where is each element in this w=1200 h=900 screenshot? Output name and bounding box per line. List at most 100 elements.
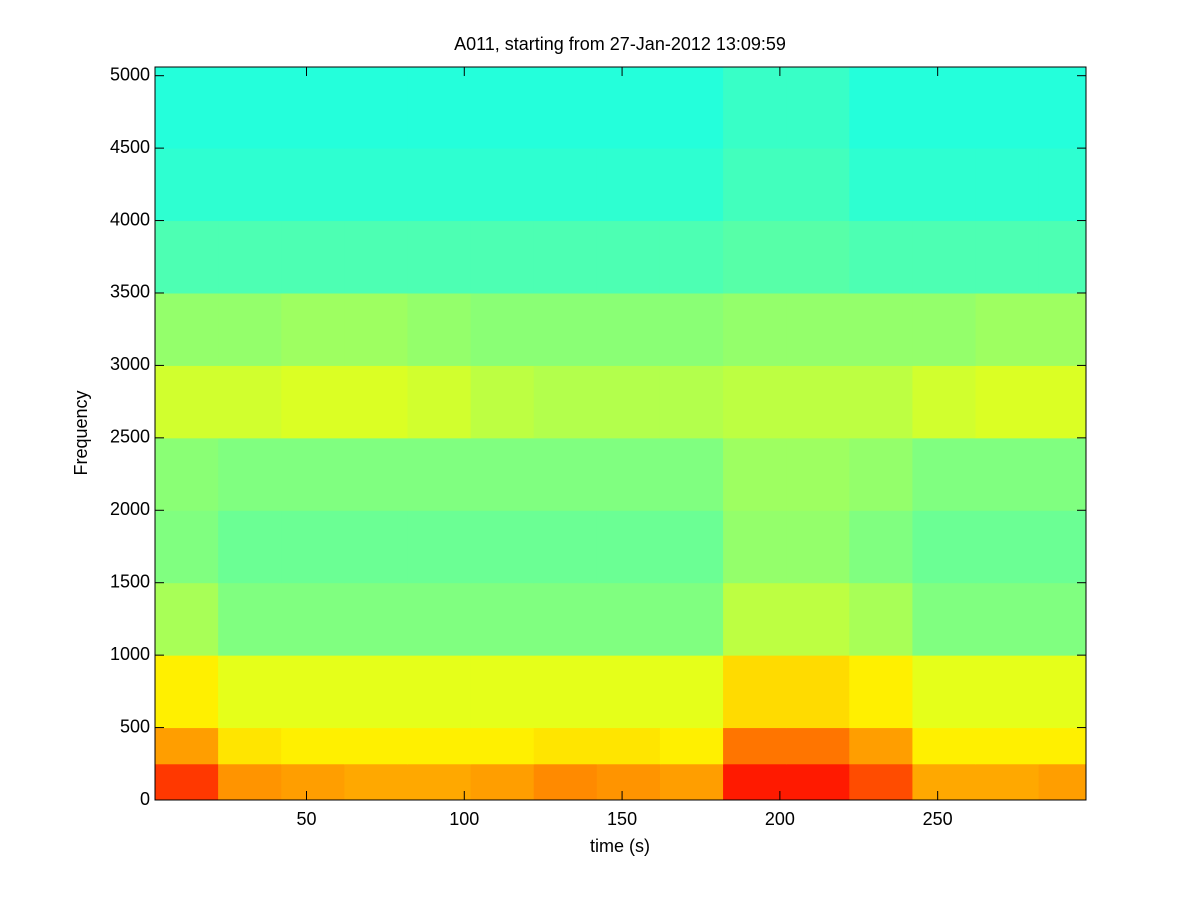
heatmap-cell xyxy=(975,582,1040,656)
heatmap-cell xyxy=(281,148,345,222)
heatmap-cell xyxy=(849,763,913,801)
heatmap-cell xyxy=(470,763,535,801)
y-tick-label: 5000 xyxy=(110,64,150,84)
heatmap-cell xyxy=(533,763,598,801)
heatmap-cell xyxy=(659,727,724,765)
heatmap-cell xyxy=(596,727,661,765)
heatmap-cell xyxy=(218,67,282,149)
heatmap-cell xyxy=(912,148,977,222)
heatmap-cell xyxy=(912,727,977,765)
heatmap-cell xyxy=(1038,67,1087,149)
heatmap-cell xyxy=(407,582,472,656)
heatmap-cell xyxy=(723,727,787,765)
heatmap-cell xyxy=(659,148,724,222)
heatmap-cell xyxy=(723,292,787,366)
heatmap-cell xyxy=(218,437,282,511)
heatmap-cell xyxy=(218,763,282,801)
heatmap-cell xyxy=(659,292,724,366)
heatmap-cell xyxy=(912,655,977,729)
heatmap-cell xyxy=(470,727,535,765)
heatmap-cell xyxy=(975,510,1040,584)
heatmap-cell xyxy=(218,148,282,222)
heatmap-cell xyxy=(533,148,598,222)
heatmap-cell xyxy=(659,365,724,439)
heatmap-cell xyxy=(912,67,977,149)
heatmap-cell xyxy=(596,582,661,656)
heatmap-cell xyxy=(407,220,472,294)
heatmap-cell xyxy=(344,437,408,511)
heatmap-cell xyxy=(155,727,219,765)
heatmap-cell xyxy=(723,67,787,149)
heatmap-cell xyxy=(723,582,787,656)
heatmap-cell xyxy=(849,655,913,729)
heatmap-cell xyxy=(849,582,913,656)
heatmap-cell xyxy=(786,220,850,294)
heatmap-cell xyxy=(849,365,913,439)
heatmap-cell xyxy=(281,655,345,729)
heatmap-cell xyxy=(786,148,850,222)
heatmap-cell xyxy=(533,582,598,656)
heatmap-cell xyxy=(218,510,282,584)
heatmap-cell xyxy=(470,67,535,149)
heatmap-cell xyxy=(533,655,598,729)
heatmap-cell xyxy=(659,582,724,656)
heatmap-cell xyxy=(155,763,219,801)
x-tick-label: 250 xyxy=(923,809,953,829)
heatmap-cell xyxy=(281,67,345,149)
heatmap-cell xyxy=(155,220,219,294)
heatmap-cell xyxy=(596,292,661,366)
heatmap-cell xyxy=(470,655,535,729)
heatmap-cell xyxy=(596,220,661,294)
heatmap-cell xyxy=(344,582,408,656)
heatmap-cell xyxy=(407,727,472,765)
heatmap-cell xyxy=(281,220,345,294)
heatmap-cell xyxy=(912,510,977,584)
heatmap-cell xyxy=(407,655,472,729)
heatmap-cell xyxy=(218,220,282,294)
heatmap-cell xyxy=(155,67,219,149)
heatmap-cell xyxy=(659,510,724,584)
heatmap-cell xyxy=(1038,510,1087,584)
heatmap-cell xyxy=(786,365,850,439)
heatmap-cell xyxy=(723,437,787,511)
heatmap-cell xyxy=(975,67,1040,149)
heatmap-cell xyxy=(786,763,850,801)
x-axis-label: time (s) xyxy=(590,836,650,856)
heatmap-cell xyxy=(1038,582,1087,656)
heatmap-cell xyxy=(470,148,535,222)
heatmap-cell xyxy=(975,727,1040,765)
heatmap-cell xyxy=(975,365,1040,439)
heatmap-cell xyxy=(281,582,345,656)
heatmap-cell xyxy=(1038,763,1087,801)
heatmap-cell xyxy=(344,763,408,801)
y-tick-label: 2500 xyxy=(110,427,150,447)
heatmap-cell xyxy=(596,763,661,801)
heatmap-cell xyxy=(659,655,724,729)
heatmap-cell xyxy=(596,67,661,149)
heatmap-cell xyxy=(1038,437,1087,511)
axes: 50 100 150 200 25005001000150020002500300035… xyxy=(110,64,1087,829)
heatmap-cell xyxy=(155,148,219,222)
heatmap-cell xyxy=(533,292,598,366)
heatmap-cell xyxy=(659,437,724,511)
y-tick-label: 1000 xyxy=(110,644,150,664)
heatmap-cell xyxy=(1038,655,1087,729)
y-tick-label: 4500 xyxy=(110,137,150,157)
heatmap-cell xyxy=(218,727,282,765)
y-axis-label: Frequency xyxy=(71,390,91,475)
y-tick-label: 500 xyxy=(120,716,150,736)
heatmap-cell xyxy=(786,582,850,656)
heatmap-cell xyxy=(281,292,345,366)
heatmap-cell xyxy=(786,510,850,584)
heatmap-cell xyxy=(849,220,913,294)
heatmap-cell xyxy=(470,437,535,511)
x-tick-label: 50 xyxy=(296,809,316,829)
heatmap-cell xyxy=(218,292,282,366)
heatmap-cell xyxy=(1038,220,1087,294)
heatmap-cell xyxy=(344,292,408,366)
heatmap-cell xyxy=(1038,727,1087,765)
heatmap-cell xyxy=(849,437,913,511)
heatmap-cell xyxy=(975,220,1040,294)
